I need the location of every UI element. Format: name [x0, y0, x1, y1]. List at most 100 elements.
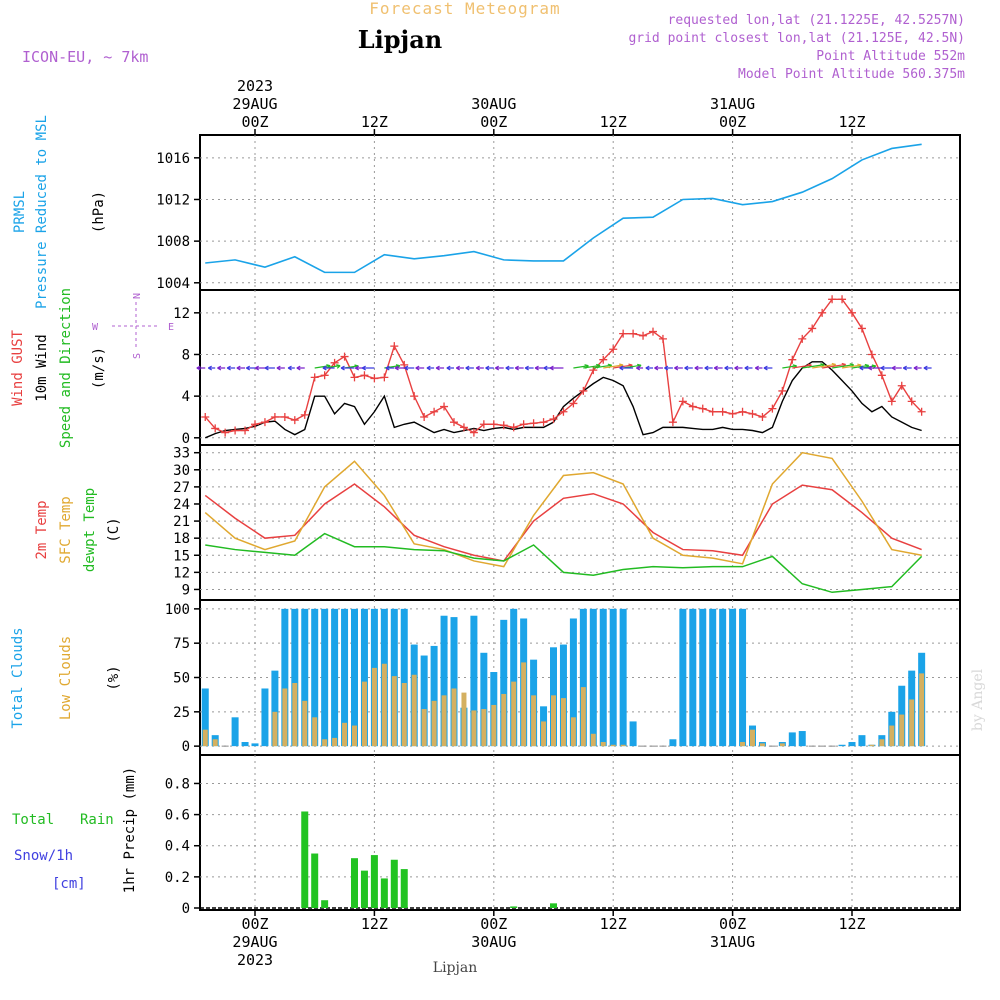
frame-temperature — [199, 444, 961, 601]
gust-marker — [649, 327, 657, 336]
gust-marker — [698, 404, 707, 413]
wind-arrow — [524, 365, 534, 371]
sfc-temp-line — [204, 451, 922, 568]
wind-arrow — [446, 365, 455, 371]
low-cloud-bar — [551, 695, 556, 747]
low-cloud-bar — [361, 681, 367, 747]
gust-marker — [579, 386, 588, 395]
gust-marker — [658, 334, 667, 343]
low-cloud-bar — [381, 663, 387, 747]
gust-marker — [270, 412, 279, 421]
total-cloud-bar — [281, 608, 289, 747]
total-cloud-bar — [589, 608, 597, 747]
low-cloud-bar — [889, 725, 895, 747]
gust-marker — [738, 407, 747, 416]
total-cloud-bar — [400, 608, 408, 747]
gust-marker — [549, 415, 558, 424]
wind-dir-label: Speed and Direction — [58, 288, 74, 448]
low-cloud-bar — [899, 714, 905, 747]
wind-arrow — [619, 365, 634, 371]
total-cloud-bar — [351, 608, 358, 747]
ytick-label: 30 — [173, 463, 190, 479]
total-cloud-bar — [420, 655, 428, 747]
wind-arrow — [485, 365, 494, 371]
wind-arrow — [868, 365, 882, 371]
gust-marker — [897, 381, 906, 390]
gust-marker — [629, 329, 638, 338]
low-cloud-bar — [471, 710, 477, 747]
rain-bar — [351, 858, 358, 908]
rain-bar — [311, 853, 319, 908]
clouds-unit: (%) — [106, 665, 122, 690]
total-cloud-bar — [271, 670, 279, 747]
low-cloud-bar — [909, 699, 915, 747]
gust-marker — [678, 397, 687, 406]
low-cloud-bar — [740, 742, 746, 747]
gust-marker — [390, 342, 399, 351]
gust-marker — [330, 358, 339, 367]
low-cloud-bar — [879, 739, 885, 747]
wind-arrow — [322, 365, 335, 371]
grid-point-coords: grid point closest lon,lat (21.125E, 42.… — [628, 31, 965, 46]
gust-marker — [688, 402, 697, 411]
low-cloud-bar — [312, 717, 318, 747]
wind-arrow — [913, 365, 922, 371]
total-cloud-bar — [231, 717, 239, 747]
gust-marker — [420, 412, 429, 421]
compass-west: W — [92, 322, 99, 333]
gust-marker — [917, 407, 926, 416]
rain-bar — [390, 859, 398, 908]
low-cloud-bar — [491, 704, 497, 747]
low-cloud-bar — [501, 693, 507, 747]
ytick-label: 100 — [165, 602, 190, 618]
gust-marker — [848, 308, 856, 317]
total-cloud-bar — [599, 608, 607, 747]
top-time-label: 12Z — [838, 113, 865, 131]
gust-marker — [639, 331, 648, 340]
location-title: Lipjan — [358, 25, 442, 54]
gust-marker — [867, 350, 876, 359]
total-cloud-bar — [848, 742, 856, 747]
low-cloud-bar — [620, 744, 626, 747]
grid-lines — [200, 135, 960, 910]
total-cloud-bar — [739, 608, 747, 747]
ytick-label: 50 — [173, 671, 190, 687]
ytick-label: 0 — [182, 901, 190, 917]
gust-marker — [459, 423, 468, 432]
snow-cm-label: [cm] — [52, 876, 86, 892]
wind-arrow — [254, 365, 265, 371]
ytick-label: 12 — [173, 306, 190, 322]
low-cloud-bar — [570, 717, 576, 747]
wind-arrow — [880, 365, 892, 371]
ytick-label: 12 — [173, 565, 190, 581]
top-time-label: 2023 — [237, 77, 273, 95]
low-cloud-bar — [521, 662, 527, 747]
total-cloud-bar — [629, 721, 637, 747]
total-cloud-bar — [480, 652, 488, 747]
gust-marker — [798, 334, 807, 343]
snow-label: Snow/1h — [14, 848, 73, 864]
wind-arrow — [264, 365, 275, 371]
total-cloud-bar — [569, 618, 577, 747]
low-cloud-bar — [441, 695, 447, 747]
low-cloud-bar — [401, 682, 407, 747]
low-cloud-bar — [352, 725, 357, 747]
compass-east: E — [168, 322, 174, 333]
low-cloud-bar — [411, 674, 417, 747]
wind-arrow — [276, 365, 285, 371]
low-cloud-bar — [342, 722, 348, 747]
sfc-temp-label: SFC Temp — [58, 496, 74, 563]
gust-marker — [440, 402, 449, 411]
wind-arrow — [505, 365, 514, 371]
wind-arrow — [465, 365, 474, 371]
wind-arrow — [361, 365, 375, 371]
wind-arrow — [340, 365, 355, 371]
gust-marker — [857, 324, 866, 333]
precip-unit: 1hr Precip (mm) — [122, 767, 138, 893]
wind-arrow — [475, 365, 484, 371]
footer-location: Lipjan — [433, 960, 477, 976]
wind-arrow — [694, 365, 703, 371]
top-time-label: 12Z — [600, 113, 627, 131]
pressure-unit: (hPa) — [91, 191, 107, 233]
ytick-label: 15 — [173, 548, 190, 564]
